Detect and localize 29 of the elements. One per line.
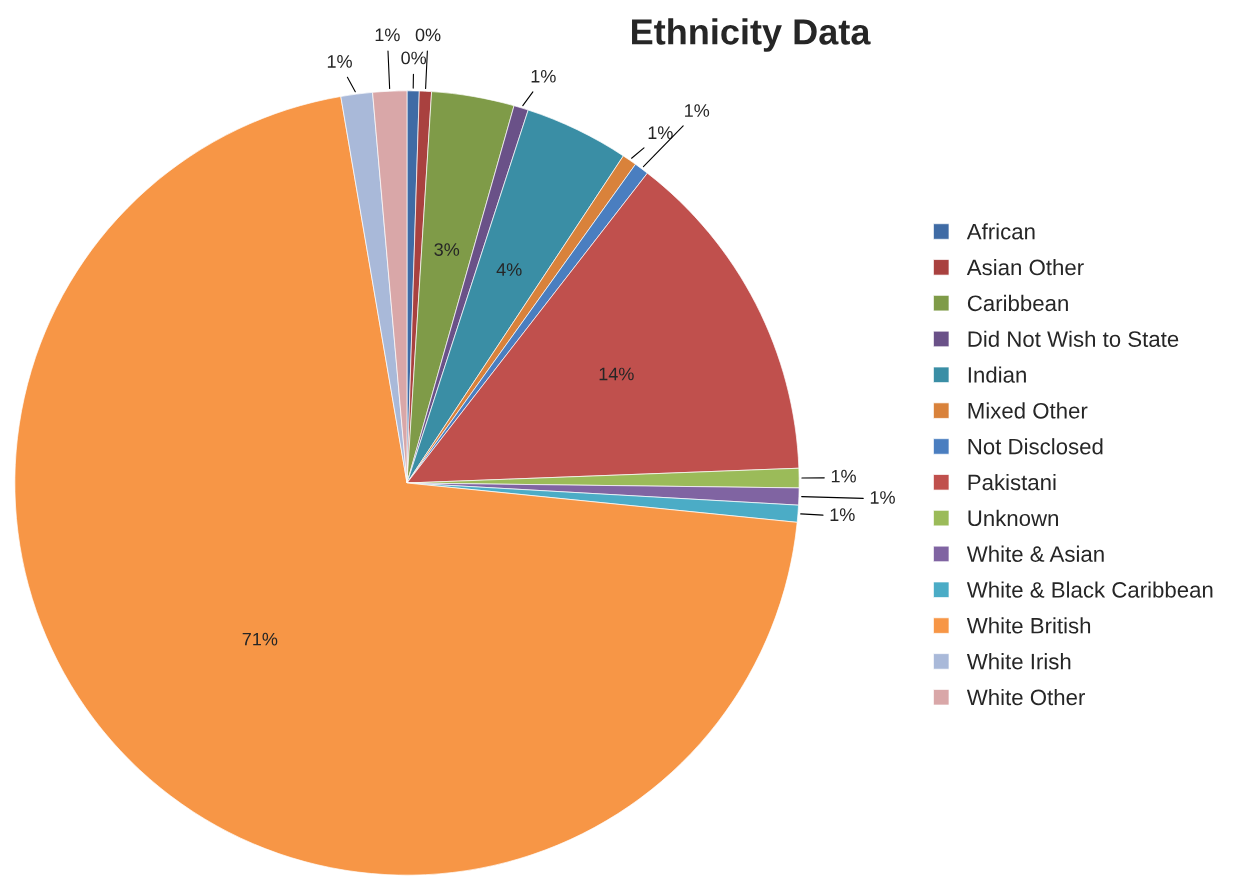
legend-label: Unknown	[968, 509, 1058, 527]
legend-label: Indian	[968, 366, 1026, 383]
legend-label: White & Black Caribbean	[966, 581, 1213, 598]
legend-label: Asian Other	[966, 259, 1084, 276]
data-label: 1%	[327, 55, 352, 68]
data-label: 1%	[648, 126, 673, 139]
data-label: 4%	[496, 263, 522, 276]
legend-label: Not Disclosed	[968, 438, 1103, 455]
data-label: 0%	[401, 51, 427, 65]
legend-label: Did Not Wish to State	[968, 330, 1179, 347]
data-label: 1%	[870, 491, 895, 504]
legend-label: White Other	[966, 688, 1085, 706]
legend-label: African	[966, 223, 1035, 240]
data-label: 3%	[434, 243, 460, 256]
legend-label: White Irish	[966, 653, 1071, 670]
legend-label: Pakistani	[968, 473, 1056, 491]
data-label: 14%	[599, 367, 634, 381]
legend-label: White & Asian	[966, 545, 1104, 562]
legend-label: Caribbean	[967, 294, 1068, 312]
chart-title: Ethnicity Data	[632, 18, 871, 52]
data-label: 1%	[375, 28, 400, 42]
data-label: 71%	[242, 632, 278, 646]
legend-label: White British	[966, 617, 1091, 634]
legend-label: Mixed Other	[968, 402, 1088, 419]
data-label: 1%	[685, 104, 710, 117]
data-label: 1%	[830, 508, 855, 522]
data-label: 1%	[831, 469, 856, 483]
data-label: 0%	[415, 28, 441, 42]
data-label: 1%	[531, 69, 556, 83]
